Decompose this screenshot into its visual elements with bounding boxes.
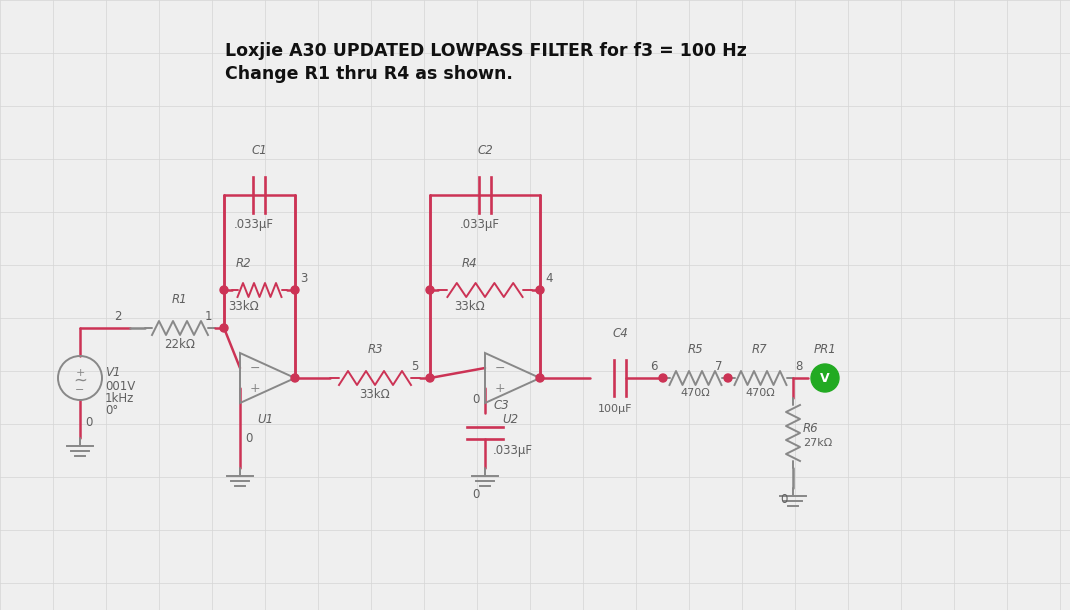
Text: R5: R5	[687, 343, 703, 356]
Text: +: +	[75, 368, 85, 378]
Text: R3: R3	[367, 343, 383, 356]
Text: R7: R7	[752, 343, 768, 356]
Circle shape	[536, 374, 544, 382]
Text: V: V	[821, 371, 830, 384]
Text: Loxjie A30 UPDATED LOWPASS FILTER for f3 = 100 Hz: Loxjie A30 UPDATED LOWPASS FILTER for f3…	[225, 42, 747, 60]
Text: 0: 0	[781, 493, 788, 506]
Text: 33kΩ: 33kΩ	[360, 388, 391, 401]
Text: 470Ω: 470Ω	[681, 388, 709, 398]
Text: R1: R1	[172, 293, 188, 306]
Text: 100μF: 100μF	[598, 404, 632, 414]
Text: ~: ~	[73, 372, 87, 390]
Text: 8: 8	[795, 360, 802, 373]
Text: 3: 3	[300, 272, 307, 285]
Text: C3: C3	[493, 399, 508, 412]
Circle shape	[291, 286, 299, 294]
Text: U1: U1	[257, 413, 273, 426]
Text: U2: U2	[502, 413, 518, 426]
Text: −: −	[75, 385, 85, 395]
Text: 2: 2	[114, 310, 122, 323]
Text: 0: 0	[473, 488, 480, 501]
Circle shape	[291, 374, 299, 382]
Text: −: −	[495, 362, 505, 375]
Text: +: +	[495, 381, 506, 395]
Text: V1: V1	[105, 366, 121, 379]
Text: 1: 1	[204, 310, 212, 323]
Text: 27kΩ: 27kΩ	[802, 438, 832, 448]
Circle shape	[220, 324, 228, 332]
Text: −: −	[250, 362, 260, 375]
Circle shape	[659, 374, 667, 382]
Text: 33kΩ: 33kΩ	[229, 300, 259, 313]
Text: 1kHz: 1kHz	[105, 392, 135, 405]
Circle shape	[536, 286, 544, 294]
Text: R6: R6	[802, 422, 819, 434]
Circle shape	[724, 374, 732, 382]
Text: R2: R2	[236, 257, 251, 270]
Text: +: +	[250, 381, 261, 395]
Circle shape	[426, 374, 434, 382]
Circle shape	[426, 286, 434, 294]
Text: C1: C1	[251, 144, 266, 157]
Circle shape	[220, 286, 228, 294]
Text: Change R1 thru R4 as shown.: Change R1 thru R4 as shown.	[225, 65, 513, 83]
Text: C2: C2	[477, 144, 493, 157]
Text: 001V: 001V	[105, 380, 135, 393]
Text: .033μF: .033μF	[493, 444, 533, 457]
Text: 0: 0	[473, 393, 480, 406]
Text: 0: 0	[245, 431, 253, 445]
Text: R4: R4	[462, 257, 478, 270]
Circle shape	[811, 364, 839, 392]
Text: 4: 4	[545, 272, 552, 285]
Text: .033μF: .033μF	[460, 218, 500, 231]
Text: .033μF: .033μF	[234, 218, 274, 231]
Text: 0°: 0°	[105, 404, 119, 417]
Text: 470Ω: 470Ω	[745, 388, 775, 398]
Text: PR1: PR1	[813, 343, 837, 356]
Text: 5: 5	[411, 360, 418, 373]
Text: C4: C4	[612, 327, 628, 340]
Text: 33kΩ: 33kΩ	[455, 300, 486, 313]
Text: 6: 6	[651, 360, 658, 373]
Text: 22kΩ: 22kΩ	[165, 338, 196, 351]
Text: 0: 0	[85, 417, 92, 429]
Text: 7: 7	[716, 360, 723, 373]
